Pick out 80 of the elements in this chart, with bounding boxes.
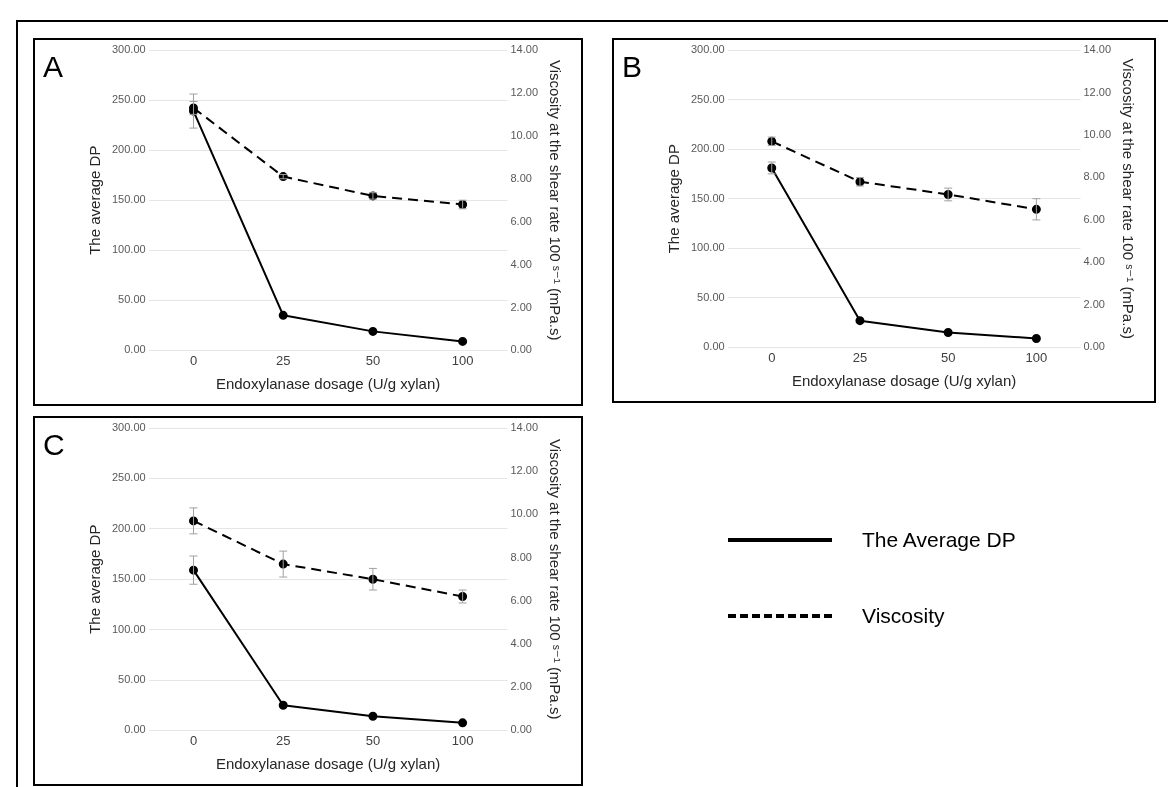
y2-tick-label: 6.00 <box>1083 212 1105 225</box>
y-tick-label: 150.00 <box>111 572 146 585</box>
y-axis-title: The average DP <box>86 145 104 255</box>
point <box>368 326 378 336</box>
y2-tick-label: 0.00 <box>510 343 532 356</box>
x-tick-label: 50 <box>365 352 381 368</box>
point <box>943 328 953 338</box>
y2-tick-label: 4.00 <box>510 257 532 270</box>
y-tick-label: 0.00 <box>124 723 146 736</box>
y2-tick-label: 14.00 <box>510 421 538 434</box>
y-axis-title: The average DP <box>665 144 683 254</box>
y2-tick-label: 0.00 <box>1083 340 1105 353</box>
y-tick-label: 150.00 <box>690 191 725 204</box>
y-axis-title: The average DP <box>86 524 104 634</box>
y-tick-label: 300.00 <box>111 421 146 434</box>
x-tick-label: 50 <box>940 349 956 365</box>
y2-tick-label: 12.00 <box>510 85 538 98</box>
y2-tick-label: 8.00 <box>510 550 532 563</box>
y-tick-label: 0.00 <box>703 340 725 353</box>
y2-tick-label: 2.00 <box>510 680 532 693</box>
x-axis-title: Endoxylanase dosage (U/g xylan) <box>215 755 441 773</box>
x-tick-label: 0 <box>189 352 198 368</box>
y-tick-label: 250.00 <box>690 92 725 105</box>
point <box>855 316 865 326</box>
y-tick-label: 200.00 <box>690 142 725 155</box>
point <box>458 336 468 346</box>
x-axis-title: Endoxylanase dosage (U/g xylan) <box>791 372 1017 390</box>
y2-tick-label: 12.00 <box>510 464 538 477</box>
y2-tick-label: 2.00 <box>510 300 532 313</box>
x-tick-label: 25 <box>852 349 868 365</box>
x-tick-label: 100 <box>451 352 474 368</box>
x-tick-label: 25 <box>275 352 291 368</box>
x-tick-label: 100 <box>1025 349 1048 365</box>
y-tick-label: 50.00 <box>697 290 725 303</box>
point <box>458 718 468 728</box>
legend-label: The Average DP <box>862 528 1016 552</box>
y2-tick-label: 12.00 <box>1083 85 1111 98</box>
point <box>278 310 288 320</box>
y2-axis-title: Viscosity at the shear rate 100 ˢ⁻¹ (mPa.s) <box>1119 58 1137 339</box>
y-tick-label: 100.00 <box>111 243 146 256</box>
y-tick-label: 100.00 <box>690 241 725 254</box>
y2-tick-label: 2.00 <box>1083 297 1105 310</box>
y-tick-label: 200.00 <box>111 143 146 156</box>
y2-tick-label: 4.00 <box>1083 255 1105 268</box>
y-tick-label: 0.00 <box>124 343 146 356</box>
text: A <box>43 50 64 84</box>
x-tick-label: 50 <box>365 732 381 748</box>
y-tick-label: 50.00 <box>118 673 146 686</box>
x-tick-label: 0 <box>768 349 776 365</box>
y2-tick-label: 10.00 <box>510 507 538 520</box>
x-axis-title: Endoxylanase dosage (U/g xylan) <box>215 375 441 393</box>
y-tick-label: 50.00 <box>118 293 146 306</box>
y2-axis-title: Viscosity at the shear rate 100 ˢ⁻¹ (mPa.s) <box>546 439 564 720</box>
y2-tick-label: 10.00 <box>1083 128 1111 140</box>
y-tick-label: 150.00 <box>111 193 146 206</box>
y2-tick-label: 10.00 <box>510 128 538 141</box>
y2-tick-label: 6.00 <box>510 593 532 606</box>
point <box>278 700 288 710</box>
y-tick-label: 200.00 <box>111 521 146 534</box>
y2-tick-label: 4.00 <box>510 637 532 650</box>
y2-tick-label: 14.00 <box>510 43 538 56</box>
point <box>368 711 378 721</box>
x-tick-label: 100 <box>451 732 474 748</box>
y2-tick-label: 14.00 <box>1083 43 1111 56</box>
text: B <box>622 50 643 84</box>
y2-tick-label: 8.00 <box>510 171 532 184</box>
legend-label: Viscosity <box>862 604 945 628</box>
y-tick-label: 300.00 <box>111 43 146 56</box>
point <box>1031 333 1041 343</box>
x-tick-label: 25 <box>275 732 291 748</box>
y2-tick-label: 8.00 <box>1083 170 1105 183</box>
y-tick-label: 250.00 <box>111 471 146 484</box>
y2-tick-label: 6.00 <box>510 214 532 227</box>
x-tick-label: 0 <box>189 732 198 748</box>
y-tick-label: 100.00 <box>111 622 146 635</box>
text: C <box>43 428 65 462</box>
y-tick-label: 250.00 <box>111 93 146 106</box>
y-tick-label: 300.00 <box>690 43 725 56</box>
y2-tick-label: 0.00 <box>510 723 532 736</box>
y2-axis-title: Viscosity at the shear rate 100 ˢ⁻¹ (mPa.s) <box>546 60 564 341</box>
